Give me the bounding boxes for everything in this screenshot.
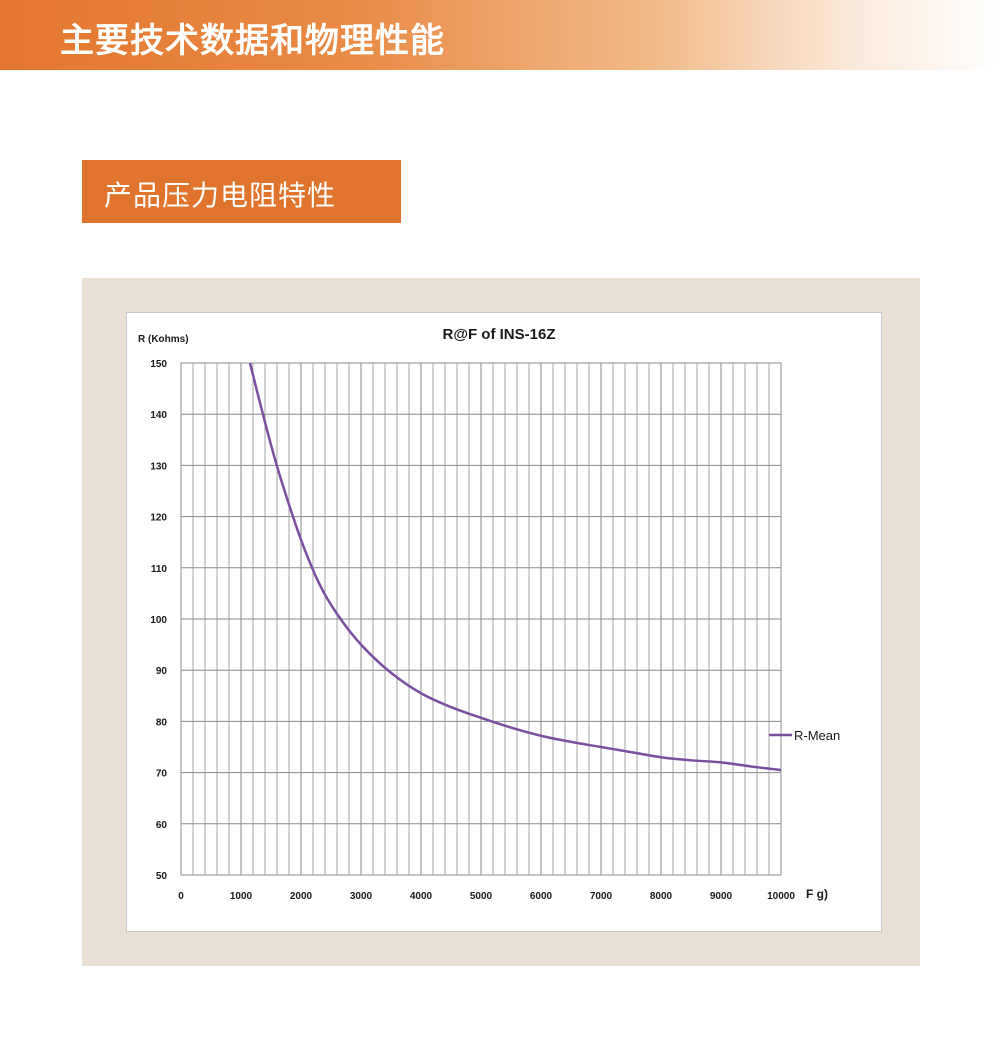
y-tick-label: 150 xyxy=(150,359,167,370)
page-title: 主要技术数据和物理性能 xyxy=(60,21,445,61)
y-tick-label: 110 xyxy=(151,564,168,575)
y-tick-label: 90 xyxy=(156,666,168,677)
x-tick-label: 8000 xyxy=(650,891,673,902)
y-tick-label: 120 xyxy=(150,513,167,524)
y-tick-label: 80 xyxy=(156,717,168,728)
plot-area-border xyxy=(180,362,782,876)
y-tick-labels: 50 60 70 80 90 100 110 120 130 140 150 xyxy=(150,359,167,882)
x-tick-label: 1000 xyxy=(230,891,253,902)
section-tab: 产品压力电阻特性 xyxy=(82,160,401,223)
x-tick-label: 9000 xyxy=(710,891,733,902)
x-tick-label: 6000 xyxy=(530,891,553,902)
chart-svg: 50 60 70 80 90 100 110 120 130 140 150 0 1000 2000 30… xyxy=(138,326,840,902)
series-line-r-mean xyxy=(248,362,782,772)
x-tick-labels: 0 1000 2000 3000 4000 5000 6000 7000 8000 9000 100… xyxy=(178,891,795,902)
chart-frame: 50 60 70 80 90 100 110 120 130 140 150 0 1000 2000 30… xyxy=(126,312,882,932)
y-axis-label: R (Kohms) xyxy=(138,334,189,345)
x-tick-label: 4000 xyxy=(410,891,433,902)
x-tick-label: 2000 xyxy=(290,891,313,902)
y-tick-label: 130 xyxy=(150,461,167,472)
header-banner: 主要技术数据和物理性能 xyxy=(0,0,1000,70)
x-tick-label: 0 xyxy=(178,891,184,902)
x-tick-label: 3000 xyxy=(350,891,373,902)
y-tick-label: 100 xyxy=(150,615,167,626)
x-tick-label: 10000 xyxy=(767,891,795,902)
major-gridlines xyxy=(180,362,782,876)
x-axis-label: F g) xyxy=(806,887,828,901)
chart-title: R@F of INS-16Z xyxy=(443,326,556,343)
section-title: 产品压力电阻特性 xyxy=(104,179,337,212)
legend-label-r-mean: R-Mean xyxy=(794,728,840,743)
y-tick-label: 70 xyxy=(156,769,168,780)
y-tick-label: 60 xyxy=(156,820,168,831)
x-tick-label: 7000 xyxy=(590,891,613,902)
x-tick-label: 5000 xyxy=(470,891,493,902)
y-tick-label: 50 xyxy=(156,871,168,882)
legend: R-Mean xyxy=(769,728,840,743)
y-tick-label: 140 xyxy=(150,410,167,421)
